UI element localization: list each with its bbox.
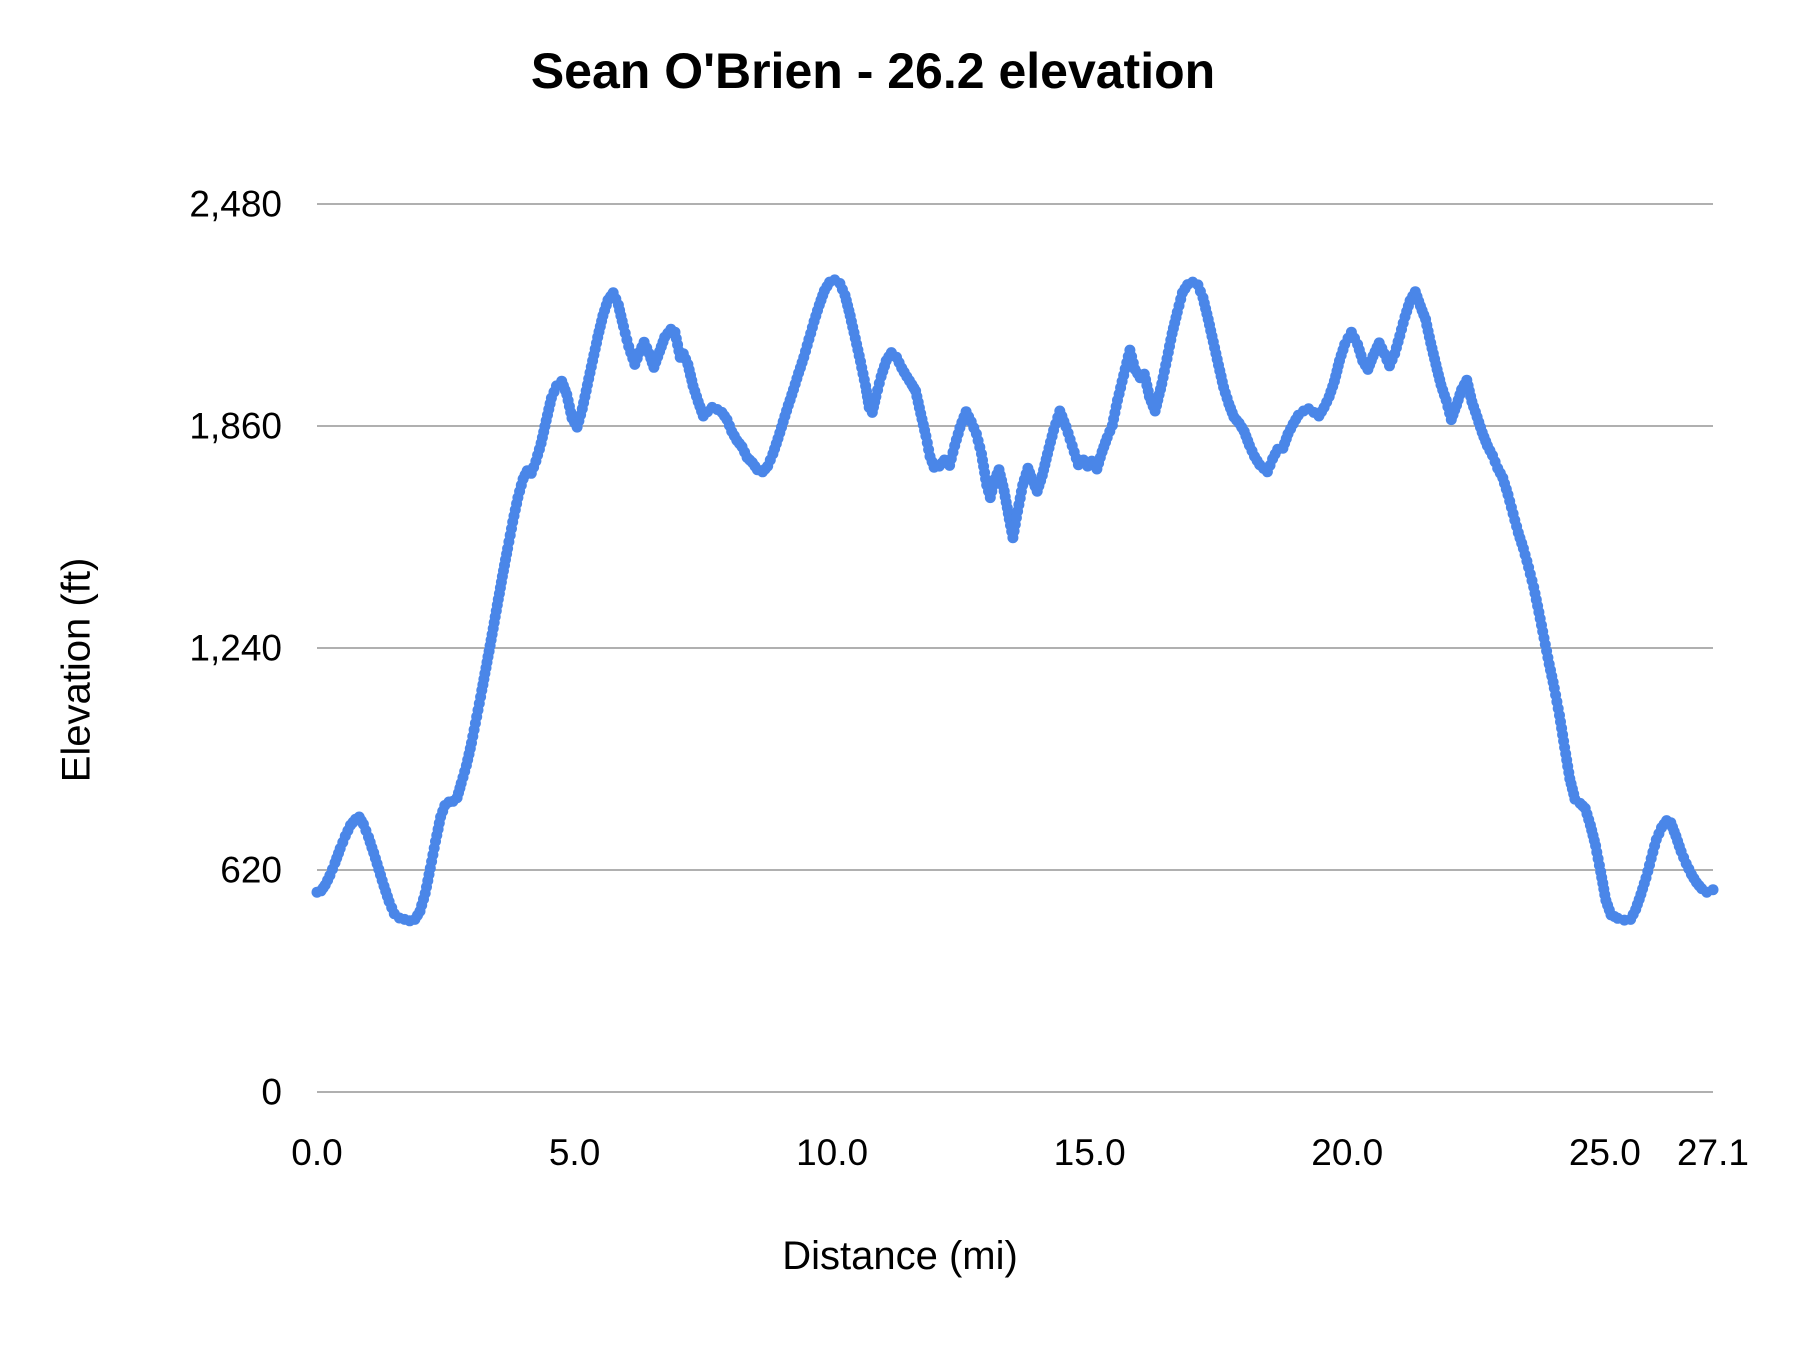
x-tick-label: 5.0 bbox=[549, 1132, 600, 1173]
data-point-marker bbox=[1707, 884, 1719, 896]
data-point-markers bbox=[311, 274, 1719, 927]
y-tick-label: 0 bbox=[261, 1072, 282, 1113]
y-tick-label: 2,480 bbox=[189, 184, 282, 225]
x-axis-title: Distance (mi) bbox=[782, 1234, 1018, 1278]
x-tick-label: 10.0 bbox=[796, 1132, 868, 1173]
y-tick-label: 1,860 bbox=[189, 406, 282, 447]
elevation-line bbox=[314, 277, 1716, 924]
x-tick-label: 27.1 bbox=[1677, 1132, 1749, 1173]
x-tick-label: 25.0 bbox=[1569, 1132, 1641, 1173]
y-tick-label: 620 bbox=[220, 850, 282, 891]
x-tick-label: 15.0 bbox=[1054, 1132, 1126, 1173]
x-tick-label: 20.0 bbox=[1311, 1132, 1383, 1173]
chart-title: Sean O'Brien - 26.2 elevation bbox=[530, 43, 1216, 99]
y-tick-label: 1,240 bbox=[189, 628, 282, 669]
x-tick-label: 0.0 bbox=[291, 1132, 342, 1173]
